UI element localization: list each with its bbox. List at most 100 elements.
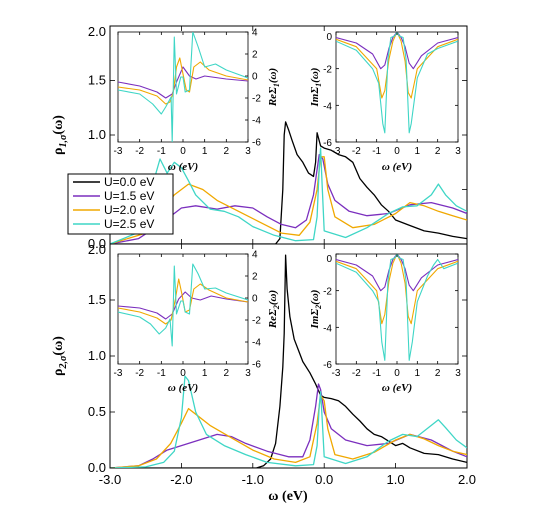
xtick-label: -1: [157, 368, 166, 379]
xtick-label: -2: [352, 146, 361, 157]
inset-re-sigma1-ticks: -6 -4 -2 0 2 4 -3 -2 -1 0 1 2 3: [114, 28, 262, 158]
inset-im-sigma1-xlabel: ω (eV): [382, 161, 412, 173]
inset-re-sigma2: -6 -4 -2 0 2 4 -3 -2 -1 0 1 2 3 ReΣ2(ω) ω (eV): [114, 250, 281, 395]
panel-rho2-curves: [110, 254, 467, 468]
series-reSigma1-u-2-5-ev: [118, 32, 248, 142]
xtick-label: 2: [224, 368, 230, 379]
series-rho1-u-2-0-ev: [110, 156, 467, 244]
series-rho1-u-0-0-ev: [110, 121, 467, 244]
inset-re-sigma2-ylabel: ReΣ2(ω): [267, 290, 281, 329]
ytick-label: 0: [326, 32, 332, 43]
ytick-label: -2: [323, 287, 332, 298]
xtick-label: 2.0: [458, 472, 476, 487]
inset-re-sigma2-curves: [118, 263, 248, 347]
xtick-label: 2: [435, 146, 441, 157]
legend-label-u-2-5-ev: U=2.5 eV: [104, 217, 154, 231]
inset-re-sigma1-ylabel: ReΣ1(ω): [267, 68, 281, 107]
inset-re-sigma2-frame: [117, 253, 249, 365]
ytick-label: -4: [252, 338, 261, 349]
series-reSigma2-u-2-5-ev: [118, 263, 248, 347]
xtick-label: 3: [455, 368, 461, 379]
inset-im-sigma2-ticks: -6 -4 -2 0 -3 -2 -1 0 1 2 3: [323, 253, 461, 379]
legend-label-u-2-0-ev: U=2.0 eV: [104, 203, 154, 217]
inset-im-sigma1: -6 -4 -2 0 -3 -2 -1 0 1 2 3 ImΣ1(ω) ω (eV): [309, 31, 461, 173]
legend-label-u-1-5-ev: U=1.5 eV: [104, 189, 154, 203]
ytick-label: 0: [252, 294, 258, 305]
series-imSigma1-u-2-5-ev: [336, 32, 458, 134]
inset-im-sigma2-ylabel: ImΣ2(ω): [309, 290, 323, 330]
xtick-label: -1: [372, 146, 381, 157]
ytick-label: -4: [252, 116, 261, 127]
ytick-label: 0.0: [88, 236, 106, 251]
xtick-label: 1.0: [387, 472, 405, 487]
panel-rho2-ylabel: ρ2,σ(ω): [51, 336, 69, 376]
series-rho2-u-1-5-ev: [110, 383, 467, 468]
xtick-label: 0: [394, 368, 400, 379]
xtick-label: -2.0: [170, 472, 192, 487]
xtick-label: -2: [135, 146, 144, 157]
xtick-label: 1: [202, 368, 208, 379]
panel-rho1-curves: [110, 121, 467, 244]
series-rho1-u-2-5-ev: [110, 147, 467, 244]
ytick-label: -2: [323, 65, 332, 76]
rho2-ylabel-main: ρ: [51, 368, 66, 376]
ytick-label: 2: [252, 272, 258, 283]
ytick-label: -2: [252, 316, 261, 327]
inset-im-sigma2-xlabel: ω (eV): [382, 382, 412, 394]
xtick-label: -1: [157, 146, 166, 157]
series-imSigma2-u-2-5-ev: [336, 254, 458, 361]
ytick-label: -6: [323, 360, 332, 371]
ytick-label: 2.0: [88, 24, 106, 39]
inset-re-sigma1: -6 -4 -2 0 2 4 -3 -2 -1 0 1 2 3 ReΣ1(ω) ω (eV): [114, 28, 281, 174]
xtick-label: -3: [332, 368, 341, 379]
inset-re-sigma2-xlabel: ω (eV): [168, 382, 198, 394]
inset-re-sigma1-frame: [117, 31, 249, 143]
ytick-label: 4: [252, 28, 258, 39]
series-reSigma1-u-1-5-ev: [118, 66, 248, 99]
ytick-label: 1.0: [88, 348, 106, 363]
inset-im-sigma2: -6 -4 -2 0 -3 -2 -1 0 1 2 3 ImΣ2(ω) ω (eV): [309, 253, 461, 394]
xtick-label: 3: [455, 146, 461, 157]
panel-rho2-ticks: 0.0 0.5 1.0 1.5 2.0 -3.0 -2.0 -1.0 0.0 1.0 2.0: [88, 242, 476, 487]
inset-re-sigma2-ticks: -6 -4 -2 0 2 4 -3 -2 -1 0 1 2 3: [114, 250, 262, 380]
xtick-label: -1: [372, 368, 381, 379]
ytick-label: 4: [252, 250, 258, 261]
rho2-ylabel-arg: (ω): [51, 336, 66, 356]
series-imSigma1-u-2-0-ev: [336, 32, 458, 99]
xtick-label: -3.0: [99, 472, 121, 487]
xtick-label: -3: [114, 368, 123, 379]
xtick-label: -1.0: [242, 472, 264, 487]
inset-im-sigma1-frame: [335, 31, 459, 143]
xtick-label: 1: [415, 368, 421, 379]
ytick-label: 1.5: [88, 73, 106, 88]
xtick-label: 0: [394, 146, 400, 157]
series-imSigma1-u-1-5-ev: [336, 32, 458, 70]
series-reSigma2-u-2-0-ev: [118, 278, 248, 325]
ytick-label: -4: [323, 101, 332, 112]
ytick-label: -4: [323, 323, 332, 334]
ytick-label: 0: [252, 72, 258, 83]
xtick-label: -2: [135, 368, 144, 379]
xtick-label: -3: [114, 146, 123, 157]
xtick-label: 3: [245, 368, 251, 379]
ytick-label: -6: [323, 138, 332, 149]
legend-label-u-0-0-ev: U=0.0 eV: [104, 175, 154, 189]
rho1-ylabel-arg: (ω): [51, 115, 66, 135]
legend: U=0.0 eVU=1.5 eVU=2.0 eVU=2.5 eV: [67, 173, 174, 235]
inset-im-sigma1-ticks: -6 -4 -2 0 -3 -2 -1 0 1 2 3: [323, 31, 461, 157]
xtick-label: 2: [435, 368, 441, 379]
inset-im-sigma2-frame: [335, 253, 459, 365]
ytick-label: 1.5: [88, 292, 106, 307]
panel-rho1-ylabel: ρ1,σ(ω): [51, 115, 69, 155]
xtick-label: -3: [332, 146, 341, 157]
ytick-label: -2: [252, 94, 261, 105]
series-imSigma2-u-1-5-ev: [336, 254, 458, 292]
panel-rho2-xlabel: ω (eV): [268, 489, 308, 504]
xtick-label: 3: [245, 146, 251, 157]
xtick-label: 0.0: [315, 472, 333, 487]
ytick-label: 0.0: [88, 460, 106, 475]
xtick-label: -2: [352, 368, 361, 379]
rho2-ylabel-sub: 2,σ: [58, 355, 69, 370]
ytick-label: 0.5: [88, 404, 106, 419]
